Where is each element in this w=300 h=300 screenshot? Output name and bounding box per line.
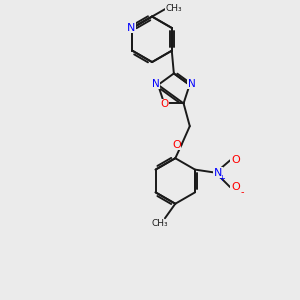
Text: O: O [172,140,181,150]
Text: O: O [231,155,240,165]
Text: N: N [127,23,136,33]
Text: N: N [188,79,196,89]
Text: +: + [218,174,225,183]
Text: -: - [241,188,244,197]
Text: O: O [231,182,240,192]
Text: N: N [214,168,222,178]
Text: CH₃: CH₃ [166,4,182,13]
Text: N: N [152,79,160,89]
Text: O: O [160,99,168,110]
Text: CH₃: CH₃ [152,219,168,228]
